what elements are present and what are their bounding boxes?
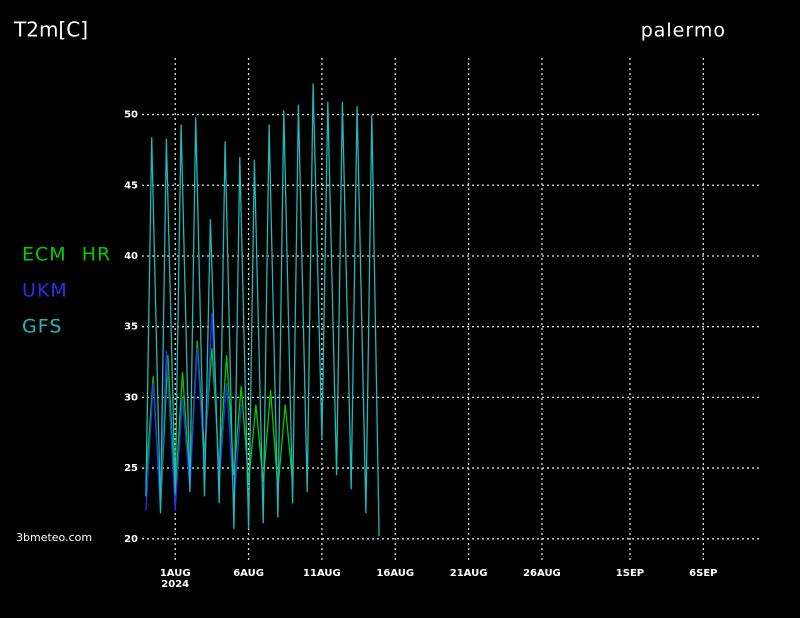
source: 3bmeteo.com [16,531,92,544]
x-tick-label: 16AUG [376,568,414,579]
y-tick-label: 30 [124,392,138,403]
x-tick-label: 1AUG [160,568,191,579]
x-tick-label: 6AUG [233,568,264,579]
series-line [145,83,380,537]
y-tick-label: 35 [124,322,138,333]
legend-entry: ECM HR [22,244,111,266]
x-tick-label: 11AUG [303,568,341,579]
x-tick-label: 1SEP [616,568,644,579]
x-sublabel: 2024 [161,579,189,590]
chart-title: T2m[C] [13,18,88,42]
location: palermo [641,20,726,42]
y-tick-label: 20 [124,534,138,545]
y-tick-label: 25 [124,463,138,474]
x-tick-label: 21AUG [450,568,488,579]
legend-entry: GFS [22,316,62,338]
x-tick-label: 6SEP [689,568,717,579]
x-tick-label: 26AUG [523,568,561,579]
legend-entry: UKM [22,280,68,302]
y-tick-label: 40 [124,251,138,262]
y-tick-label: 50 [124,110,138,121]
y-tick-label: 45 [124,180,138,191]
